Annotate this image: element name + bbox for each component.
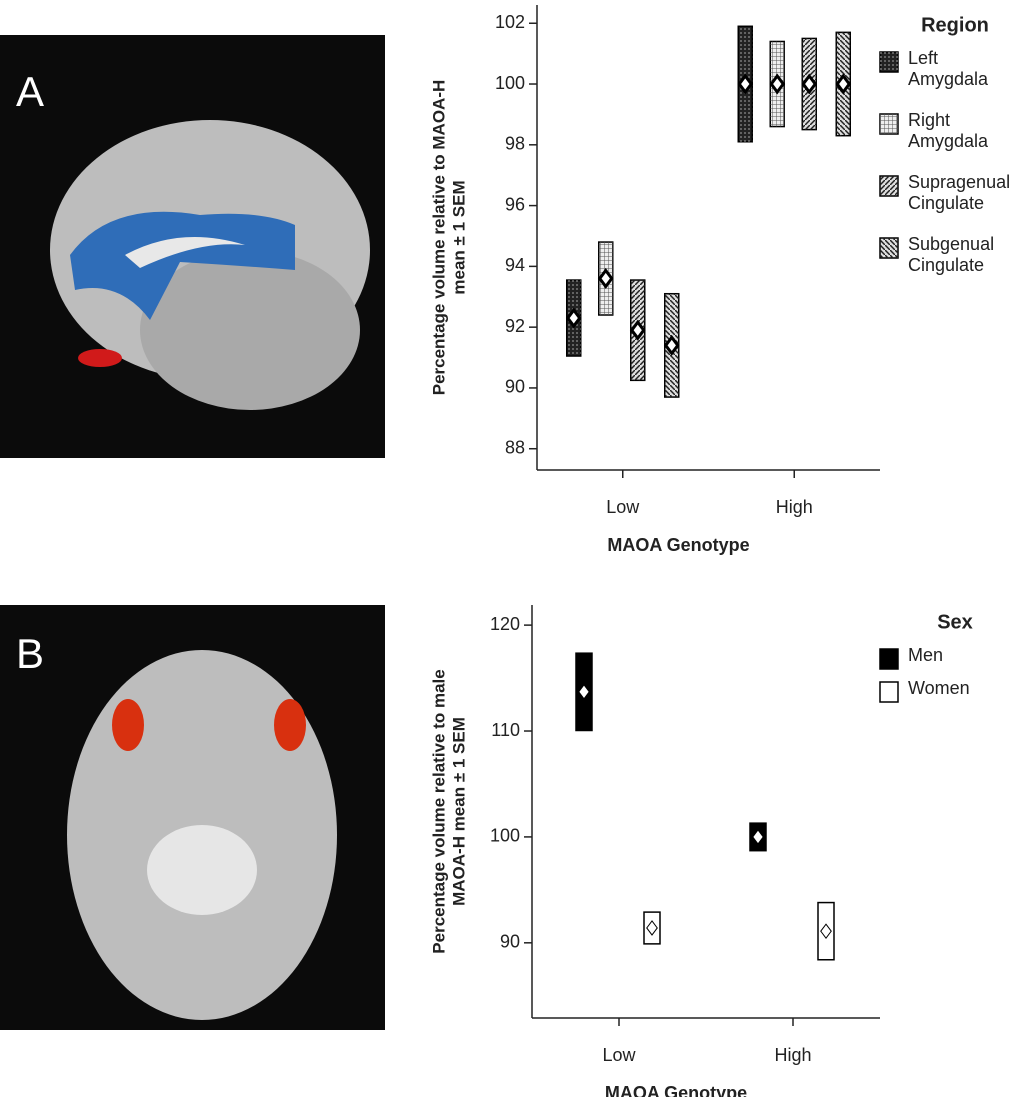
legend-label: Right Amygdala: [908, 110, 989, 151]
legend-label: Supragenual Cingulate: [908, 172, 1011, 213]
y-tick-label: 94: [505, 255, 525, 275]
legend-title: Sex: [937, 611, 973, 633]
mean-marker: [663, 334, 680, 356]
mean-marker: [769, 73, 786, 95]
y-tick-label: 96: [505, 194, 525, 214]
x-tick-label: High: [776, 497, 813, 517]
y-tick-label: 100: [490, 826, 520, 846]
mean-marker: [801, 73, 818, 95]
legend-swatch-pattern: [880, 176, 898, 196]
mean-marker: [820, 923, 832, 939]
y-tick-label: 90: [505, 377, 525, 397]
legend-label: Subgenual Cingulate: [908, 234, 995, 275]
x-tick-label: Low: [602, 1045, 636, 1065]
mean-marker: [646, 920, 658, 936]
mean-marker: [578, 684, 590, 700]
legend-swatch: [879, 681, 899, 703]
y-tick-label: 100: [495, 73, 525, 93]
mean-marker: [597, 268, 614, 290]
y-tick-label: 120: [490, 614, 520, 634]
legend-label: Left Amygdala: [908, 48, 989, 89]
y-axis-title: MAOA-H mean ± 1 SEM: [449, 717, 468, 906]
x-axis-title: MAOA Genotype: [607, 535, 749, 555]
y-tick-label: 90: [500, 932, 520, 952]
y-tick-label: 110: [491, 720, 520, 740]
legend-label: Women: [908, 678, 970, 698]
x-axis-title: MAOA Genotype: [605, 1083, 747, 1097]
x-tick-label: Low: [606, 497, 640, 517]
y-axis-title: Percentage volume relative to MAOA-H: [429, 80, 448, 396]
legend-swatch-pattern: [880, 52, 898, 72]
brain-image-b: [0, 605, 385, 1030]
y-axis-title: Percentage volume relative to male: [429, 669, 448, 953]
mean-marker: [565, 307, 582, 329]
x-tick-label: High: [774, 1045, 811, 1065]
brain-image-a: [0, 35, 385, 458]
legend-title: Region: [921, 14, 989, 36]
legend-label: Men: [908, 645, 944, 665]
mean-marker: [835, 73, 852, 95]
y-tick-label: 92: [505, 316, 525, 336]
panel-label: B: [16, 630, 44, 677]
legend-swatch-pattern: [880, 114, 898, 134]
legend-swatch-pattern: [880, 238, 898, 258]
y-axis-title: mean ± 1 SEM: [449, 180, 468, 294]
y-tick-label: 102: [495, 12, 525, 32]
panel-label: A: [16, 68, 44, 115]
mean-marker: [737, 73, 754, 95]
mean-marker: [629, 319, 646, 341]
mean-marker: [752, 829, 764, 845]
legend-swatch: [879, 648, 899, 670]
y-tick-label: 98: [505, 134, 525, 154]
y-tick-label: 88: [505, 437, 525, 457]
